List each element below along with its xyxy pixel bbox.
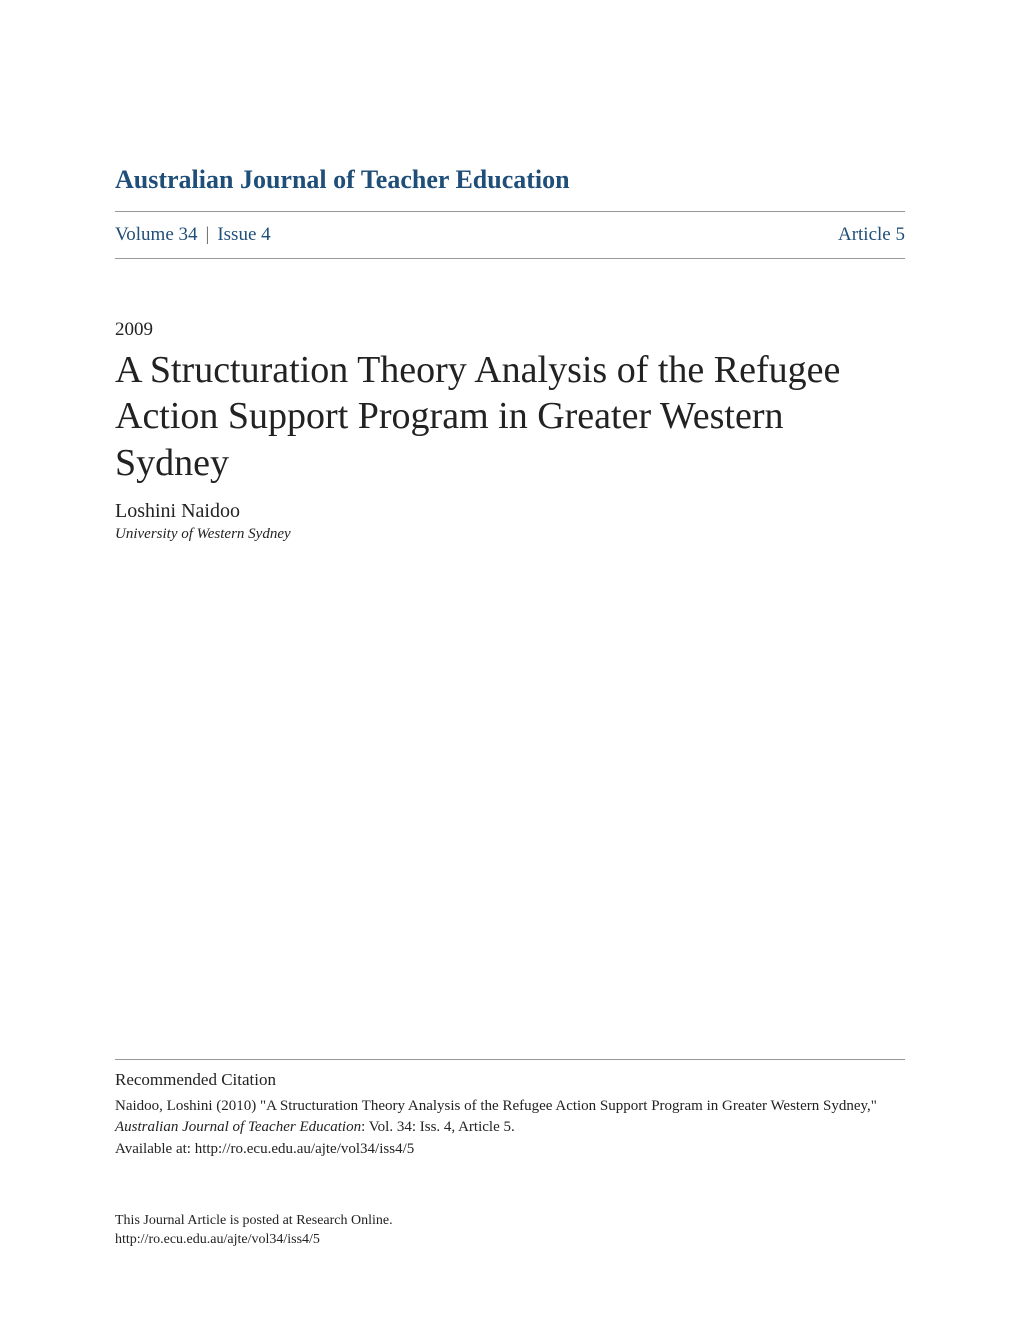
- article-title: A Structuration Theory Analysis of the R…: [115, 347, 905, 486]
- volume-link[interactable]: Volume 34: [115, 224, 198, 246]
- meta-left: Volume 34 | Issue 4: [115, 224, 271, 246]
- citation-available-at: Available at: http://ro.ecu.edu.au/ajte/…: [115, 1141, 414, 1157]
- meta-separator: |: [206, 224, 210, 246]
- footer-section: This Journal Article is posted at Resear…: [115, 1211, 905, 1250]
- content-spacer: [115, 543, 905, 1058]
- footer-line-2: http://ro.ecu.edu.au/ajte/vol34/iss4/5: [115, 1230, 905, 1250]
- citation-journal-name: Australian Journal of Teacher Education: [115, 1119, 361, 1135]
- citation-line-2: : Vol. 34: Iss. 4, Article 5.: [361, 1119, 515, 1135]
- citation-line-1: Naidoo, Loshini (2010) "A Structuration …: [115, 1098, 877, 1114]
- journal-title-link[interactable]: Australian Journal of Teacher Education: [115, 165, 905, 195]
- author-name: Loshini Naidoo: [115, 500, 905, 523]
- article-link[interactable]: Article 5: [838, 224, 905, 246]
- page-container: Australian Journal of Teacher Education …: [0, 0, 1020, 1320]
- author-affiliation: University of Western Sydney: [115, 526, 905, 543]
- meta-row: Volume 34 | Issue 4 Article 5: [115, 212, 905, 258]
- publication-year: 2009: [115, 319, 905, 341]
- citation-heading: Recommended Citation: [115, 1070, 905, 1090]
- citation-section: Recommended Citation Naidoo, Loshini (20…: [115, 1059, 905, 1161]
- footer-line-1: This Journal Article is posted at Resear…: [115, 1211, 905, 1231]
- divider-bottom: [115, 258, 905, 259]
- issue-link[interactable]: Issue 4: [217, 224, 270, 246]
- citation-text: Naidoo, Loshini (2010) "A Structuration …: [115, 1096, 905, 1161]
- divider-citation: [115, 1059, 905, 1060]
